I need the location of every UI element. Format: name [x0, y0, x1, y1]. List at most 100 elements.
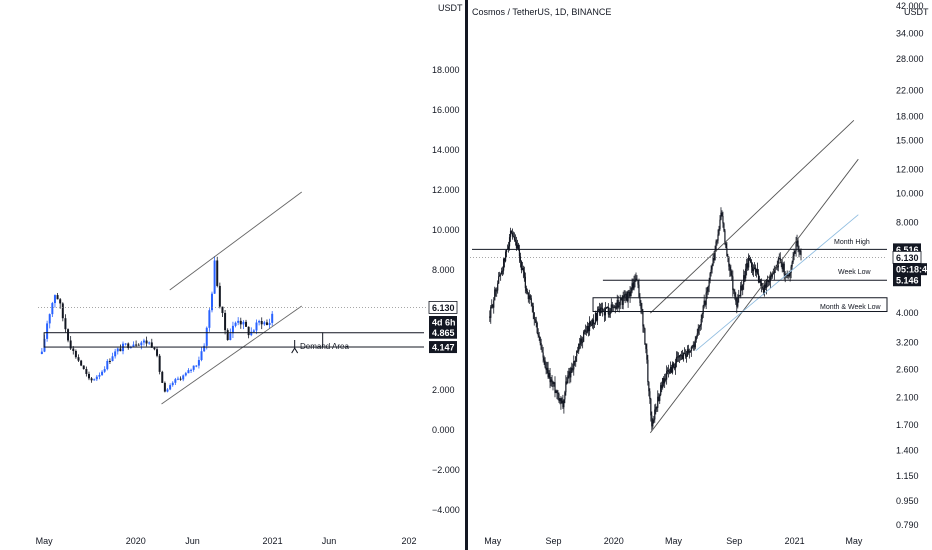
candle-body: [163, 382, 166, 392]
candle-body: [231, 325, 234, 334]
candle-body: [688, 351, 690, 353]
x-tick-label: Jun: [322, 536, 337, 546]
price-label-text: 4.865: [432, 328, 455, 338]
trend-channel-line[interactable]: [649, 158, 859, 434]
candle-body: [271, 313, 274, 323]
candle-body: [184, 373, 187, 376]
price-label-box: [429, 316, 457, 328]
candle-body: [226, 330, 229, 340]
candle-body: [210, 293, 213, 311]
candle-body: [48, 314, 51, 324]
candle-body: [534, 318, 536, 321]
candle-body: [653, 419, 655, 421]
candle-body: [783, 263, 785, 275]
price-label-box: [428, 300, 458, 314]
candle-body: [572, 369, 574, 371]
candle-body: [707, 286, 709, 292]
candle-body: [531, 303, 533, 307]
left-chart-panel[interactable]: 18.00016.00014.00012.00010.0008.0006.000…: [36, 3, 463, 546]
trend-channel-line[interactable]: [169, 191, 303, 291]
candle-body: [793, 253, 795, 256]
y-tick-label: 0.790: [896, 520, 919, 530]
candle-body: [124, 343, 127, 345]
candle-body: [192, 365, 195, 370]
candle-body: [187, 370, 190, 374]
candle-body: [77, 357, 80, 361]
candle-body: [218, 285, 221, 307]
candle-body: [536, 322, 538, 333]
candle-body: [658, 396, 660, 401]
candle-body: [568, 371, 570, 376]
trend-channel-line[interactable]: [650, 120, 855, 314]
candle-body: [56, 295, 59, 300]
price-label-box: [429, 326, 457, 339]
candle-body: [565, 381, 567, 393]
candle-body: [769, 274, 771, 282]
candle-body: [567, 375, 569, 384]
candle-body: [612, 306, 614, 308]
candle-body: [145, 340, 148, 344]
y-tick-label: 42.000: [896, 1, 924, 11]
candle-body: [663, 377, 665, 384]
candle-body: [592, 319, 595, 324]
candle-body: [639, 296, 641, 303]
candle-body: [494, 289, 496, 301]
demand-zone-box[interactable]: [43, 332, 324, 348]
candle-body: [755, 269, 758, 273]
candle-body: [638, 284, 640, 297]
candle-body: [613, 306, 615, 308]
candle-body: [791, 262, 793, 267]
candle-body: [574, 361, 576, 363]
right-chart-panel[interactable]: Cosmos / TetherUS, 1D, BINANCE 42.000 34.…: [470, 1, 932, 546]
pane-divider[interactable]: [465, 0, 468, 550]
candle-body: [190, 369, 193, 371]
y-tick-label: 12.000: [896, 165, 924, 175]
candle-body: [119, 348, 122, 352]
candle-body: [53, 295, 56, 304]
candle-body: [780, 261, 782, 264]
x-tick-label: Sep: [546, 536, 562, 546]
candle-body: [610, 304, 612, 313]
y-tick-label: 18.000: [896, 112, 924, 122]
candle-body: [759, 279, 762, 283]
candle-body: [529, 295, 531, 299]
candle-body: [547, 367, 549, 378]
candle-body: [171, 382, 174, 386]
trend-channel-line[interactable]: [161, 305, 302, 405]
candle-body: [591, 319, 594, 326]
candle-body: [514, 239, 517, 242]
candle-body: [625, 293, 627, 295]
support-zone-box[interactable]: [592, 297, 888, 313]
candle-body: [800, 250, 802, 256]
y-tick-label: −2.000: [432, 465, 460, 475]
candle-body: [798, 249, 800, 251]
y-tick-label: 0.950: [896, 496, 919, 506]
candle-body: [137, 344, 140, 346]
y-tick-label: 2.000: [432, 385, 455, 395]
candle-body: [550, 379, 552, 383]
candle-body: [741, 285, 743, 291]
candle-body: [712, 257, 714, 266]
candle-body: [709, 273, 711, 281]
candle-body: [497, 283, 499, 291]
candle-body: [87, 373, 90, 379]
y-tick-label: 10.000: [432, 225, 460, 235]
candle-body: [90, 378, 93, 381]
candle-body: [140, 342, 143, 346]
candle-body: [525, 288, 527, 292]
candle-body: [748, 256, 750, 268]
x-tick-label: Sep: [726, 536, 742, 546]
candle-body: [738, 295, 740, 298]
candle-body: [706, 291, 708, 293]
candle-body: [649, 391, 651, 399]
trend-channel-line[interactable]: [695, 214, 859, 352]
candle-body: [169, 385, 172, 390]
candle-body: [528, 295, 530, 300]
y-tick-label: 12.000: [432, 185, 460, 195]
candle-body: [504, 252, 507, 262]
candle-body: [761, 287, 764, 289]
candle-body: [723, 223, 725, 231]
candle-body: [792, 255, 794, 263]
candle-body: [671, 363, 674, 373]
